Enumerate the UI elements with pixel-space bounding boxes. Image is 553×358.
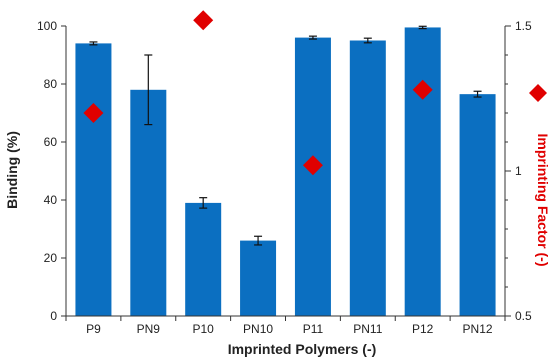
bar-p12 <box>404 27 441 316</box>
y-axis-title: Binding (%) <box>4 131 20 209</box>
x-tick-label-pn10: PN10 <box>243 322 273 336</box>
x-axis-title: Imprinted Polymers (-) <box>228 341 377 357</box>
y2-tick-label: 1.5 <box>515 19 532 33</box>
y-tick-label: 100 <box>37 19 57 33</box>
error-bar-pn12 <box>473 90 482 98</box>
bar-p9 <box>75 43 112 317</box>
bar-pn12 <box>459 94 496 317</box>
bar-pn9 <box>130 89 167 316</box>
imprinting-factor-markers-layer <box>83 10 433 176</box>
x-tick-label-p9: P9 <box>86 322 101 336</box>
bar-pn11 <box>349 40 386 316</box>
marker-p10 <box>193 10 214 31</box>
marker-p9 <box>83 103 104 123</box>
tick-labels-layer: 0 20 40 60 80 100 0.5 1 1.5 P9 PN9 P10 PN10 P11 PN11 P1… <box>37 19 532 336</box>
error-bar-pn11 <box>363 37 372 44</box>
error-bar-pn10 <box>254 235 263 246</box>
y2-tick-label: 1 <box>515 164 522 178</box>
bar-pn10 <box>240 240 277 316</box>
error-bar-p9 <box>89 41 98 46</box>
bars-layer <box>75 27 496 317</box>
error-bar-p10 <box>199 197 208 209</box>
y-tick-label: 20 <box>44 251 58 265</box>
x-tick-label-pn9: PN9 <box>137 322 161 336</box>
y-tick-label: 0 <box>50 309 57 323</box>
error-bar-p11 <box>308 35 317 40</box>
y2-tick-label: 0.5 <box>515 309 532 323</box>
bar-p10 <box>185 202 222 316</box>
x-tick-label-p11: P11 <box>303 322 324 336</box>
axes-layer <box>61 25 511 321</box>
bar-p11 <box>294 37 331 316</box>
error-bar-pn9 <box>144 54 153 126</box>
y-tick-label: 40 <box>44 193 58 207</box>
y-tick-label: 80 <box>44 77 58 91</box>
error-bar-p12 <box>418 25 427 30</box>
x-tick-label-pn11: PN11 <box>353 322 382 336</box>
y2-legend-diamond-icon <box>529 84 547 102</box>
error-bars-layer <box>89 25 482 246</box>
y-tick-label: 60 <box>44 135 58 149</box>
y2-axis-title: Imprinting Factor (-) <box>535 134 551 267</box>
x-tick-label-pn12: PN12 <box>463 322 493 336</box>
marker-p12 <box>412 79 433 100</box>
marker-p11 <box>302 155 323 176</box>
x-tick-label-p10: P10 <box>193 322 215 336</box>
x-tick-label-p12: P12 <box>412 322 434 336</box>
